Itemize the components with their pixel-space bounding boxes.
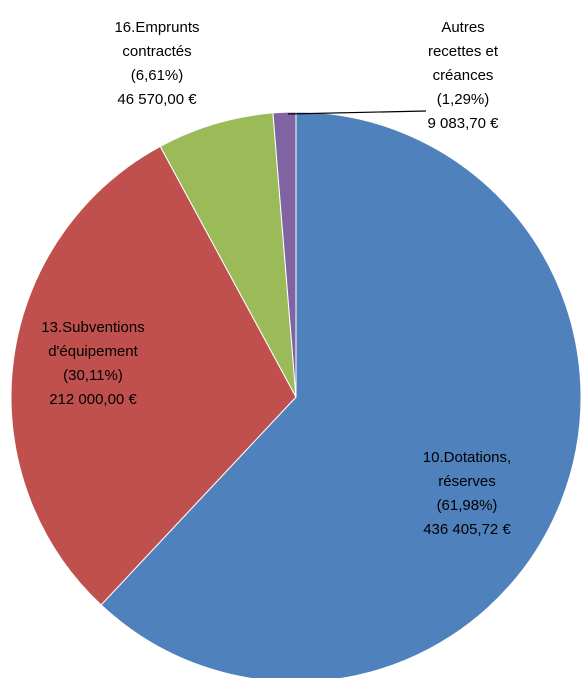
slice-name: 10.Dotations, réserves (422, 449, 512, 490)
slice-label: 10.Dotations, réserves (61,98%) 436 405,72… (407, 446, 527, 542)
slice-percent: (1,29%) (436, 91, 490, 108)
slice-amount: 9 083,70 € (427, 115, 499, 132)
slice-percent: (6,61%) (130, 67, 184, 84)
slice-amount: 46 570,00 € (117, 91, 197, 108)
slice-name: 13.Subventions d'équipement (41, 319, 145, 360)
slice-percent: (61,98%) (436, 497, 498, 514)
leader-line (287, 110, 427, 115)
pie-slice (10, 145, 297, 606)
slice-percent: (30,11%) (63, 367, 123, 384)
slice-label: Autres recettes et créances (1,29%) 9 083,… (418, 16, 508, 136)
slice-label: 16.Emprunts contractés (6,61%) 46 570,00 € (97, 16, 217, 112)
slice-name: 16.Emprunts contractés (114, 19, 200, 60)
slice-label: 13.Subventions d'équipement (30,11%) 212 0… (38, 316, 148, 412)
slice-amount: 436 405,72 € (423, 521, 511, 538)
pie-slice (159, 112, 297, 398)
slice-name: Autres recettes et créances (427, 19, 499, 84)
slice-amount: 212 000,00 € (49, 391, 137, 408)
pie-slice (272, 111, 297, 398)
